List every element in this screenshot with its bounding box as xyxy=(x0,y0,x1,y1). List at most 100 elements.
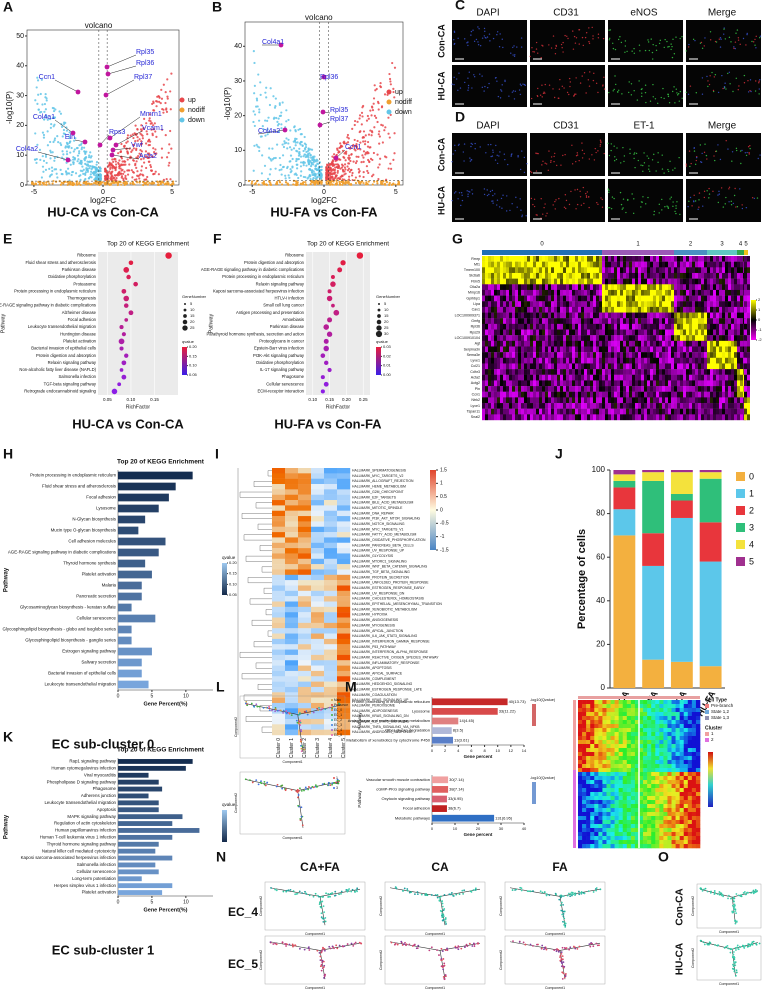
heat-cell xyxy=(671,330,674,336)
heat-cell xyxy=(518,386,521,392)
point xyxy=(123,171,125,173)
heat-cell xyxy=(566,273,569,279)
point xyxy=(289,168,291,170)
point xyxy=(388,167,390,169)
heat-cell xyxy=(647,290,650,296)
stain xyxy=(690,197,691,198)
heat-cell xyxy=(494,341,497,347)
point xyxy=(155,105,157,107)
heat-cell xyxy=(485,363,488,369)
stain xyxy=(559,88,560,89)
stain xyxy=(733,203,734,204)
heat-cell xyxy=(665,330,668,336)
heat-cell xyxy=(716,352,719,358)
stain xyxy=(454,44,455,45)
heat-cell xyxy=(584,380,587,386)
heat-cell xyxy=(509,397,512,403)
heat-cell xyxy=(518,341,521,347)
heat-cell xyxy=(680,380,683,386)
heat-cell xyxy=(744,284,747,290)
point xyxy=(344,166,346,168)
heat-cell xyxy=(563,324,566,330)
heat-cell xyxy=(728,352,731,358)
heat-cell xyxy=(707,386,710,392)
heat-cell xyxy=(578,358,581,364)
heat-cell xyxy=(554,301,557,307)
legend-label: nodiff xyxy=(188,107,205,114)
heat-cell xyxy=(524,375,527,381)
stain xyxy=(602,84,603,85)
heat-cell xyxy=(713,279,716,285)
heat-cell xyxy=(602,358,605,364)
heat-cell xyxy=(674,296,677,302)
point xyxy=(389,136,391,138)
heat-cell xyxy=(710,375,713,381)
point xyxy=(259,81,261,83)
heat-cell xyxy=(587,352,590,358)
heat-cell xyxy=(560,392,563,398)
size-key xyxy=(183,320,188,325)
heat-cell xyxy=(725,375,728,381)
heat-cell xyxy=(713,352,716,358)
heat-cell xyxy=(656,296,659,302)
heat-cell xyxy=(524,363,527,369)
heat-cell xyxy=(695,290,698,296)
heat-cell xyxy=(629,267,632,273)
heat-cell xyxy=(725,256,728,262)
stain xyxy=(713,90,714,91)
stain xyxy=(757,197,758,198)
point xyxy=(272,158,274,160)
stain xyxy=(588,79,589,80)
heat-cell xyxy=(503,318,506,324)
heat-cell xyxy=(596,262,599,268)
heat-cell xyxy=(747,341,750,347)
heat-cell xyxy=(515,279,518,285)
heat-cell xyxy=(548,346,551,352)
stain xyxy=(457,198,458,199)
heat-cell xyxy=(722,256,725,262)
heat-cell xyxy=(722,313,725,319)
point xyxy=(358,168,360,170)
point xyxy=(69,151,71,153)
heat-cell xyxy=(731,318,734,324)
heat-cell xyxy=(744,324,747,330)
heat-cell xyxy=(686,369,689,375)
stain xyxy=(710,31,711,32)
heat-cell xyxy=(563,307,566,313)
heat-cell xyxy=(524,279,527,285)
point xyxy=(119,151,121,153)
heat-cell xyxy=(728,267,731,273)
stain xyxy=(657,162,658,163)
heat-cell xyxy=(647,369,650,375)
heat-cell xyxy=(608,341,611,347)
heat-cell xyxy=(647,392,650,398)
heat-cell xyxy=(524,301,527,307)
heat-cell xyxy=(605,256,608,262)
point xyxy=(146,133,148,135)
heat-cell xyxy=(710,284,713,290)
stain xyxy=(704,152,705,153)
panel-label: G xyxy=(452,231,463,247)
heat-cell xyxy=(677,386,680,392)
heat-cell xyxy=(668,262,671,268)
heat-cell xyxy=(593,267,596,273)
point xyxy=(390,83,392,85)
point xyxy=(37,94,39,96)
point xyxy=(161,147,163,149)
x-tick-label: 5 xyxy=(394,189,398,196)
heat-cell xyxy=(713,307,716,313)
heat-cell xyxy=(656,279,659,285)
point xyxy=(66,153,68,155)
point xyxy=(85,181,87,183)
panel-label: A xyxy=(3,0,13,15)
heat-cell xyxy=(617,386,620,392)
heat-cell xyxy=(566,256,569,262)
stain xyxy=(588,27,589,28)
heat-cell xyxy=(578,363,581,369)
point xyxy=(347,169,349,171)
heat-cell xyxy=(731,290,734,296)
point xyxy=(303,164,305,166)
stain xyxy=(592,35,593,36)
heat-cell xyxy=(653,386,656,392)
heat-cell xyxy=(635,369,638,375)
